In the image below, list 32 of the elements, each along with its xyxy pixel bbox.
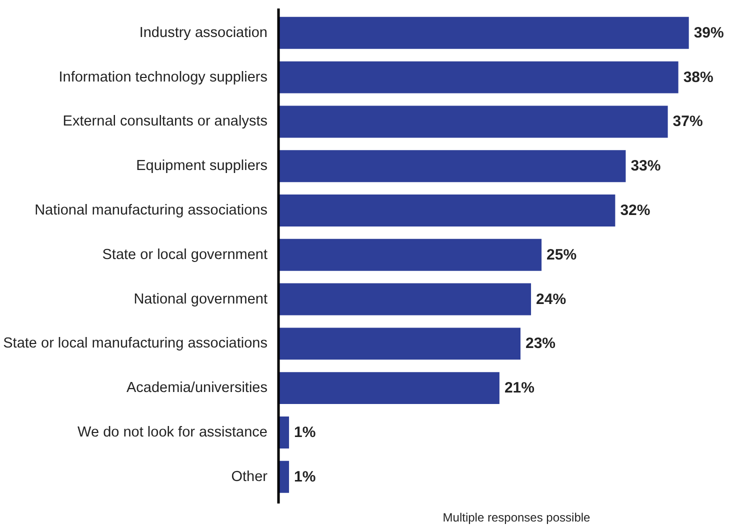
y-tick-label: State or local government — [102, 246, 268, 263]
data-label: 24% — [536, 290, 566, 308]
bar — [278, 16, 689, 49]
bar — [278, 238, 542, 271]
bar — [278, 283, 532, 316]
y-tick-label: Other — [231, 468, 268, 485]
data-label: 25% — [546, 246, 577, 264]
data-label: 39% — [694, 24, 724, 42]
y-tick-label: Academia/universities — [126, 380, 268, 396]
bar — [278, 150, 626, 182]
data-label: 32% — [620, 202, 650, 219]
y-tick-label: External consultants or analysts — [62, 114, 268, 130]
y-tick-label: State or local manufacturing associations — [3, 336, 268, 352]
bar — [278, 372, 500, 404]
bar — [278, 61, 678, 94]
data-label: 23% — [526, 335, 556, 352]
data-label: 21% — [504, 380, 534, 397]
y-tick-label: National manufacturing associations — [34, 202, 268, 218]
data-label: 33% — [630, 158, 661, 175]
data-label: 38% — [683, 68, 714, 86]
y-tick-label: We do not look for assistance — [78, 424, 268, 440]
y-tick-label: Equipment suppliers — [136, 158, 268, 174]
bar — [278, 194, 616, 226]
bar — [278, 328, 520, 360]
y-tick-label: Industry association — [139, 24, 268, 41]
text: Multiple responses possible — [442, 510, 591, 524]
data-label: 1% — [294, 468, 316, 486]
bar — [278, 106, 668, 138]
y-tick-label: National government — [134, 291, 268, 308]
data-label: 1% — [294, 424, 316, 441]
y-tick-label: Information technology suppliers — [58, 69, 268, 86]
data-label: 37% — [672, 113, 703, 130]
